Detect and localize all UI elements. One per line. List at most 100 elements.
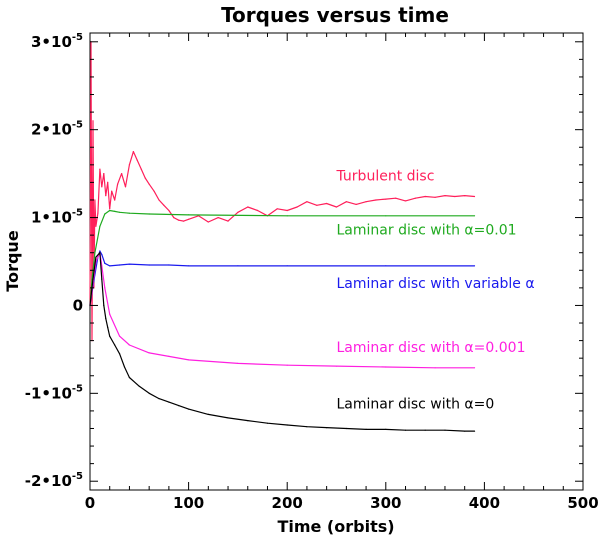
data-point (158, 398, 160, 400)
data-point (335, 206, 338, 208)
data-point (217, 217, 219, 219)
data-point (434, 196, 436, 198)
x-axis-label: Time (orbits) (277, 517, 394, 536)
data-point (365, 201, 367, 203)
data-point (109, 208, 111, 210)
data-point (111, 190, 113, 192)
data-point (99, 252, 101, 254)
data-point (227, 220, 229, 222)
data-point (414, 197, 416, 199)
data-point (207, 221, 209, 223)
data-point (121, 173, 123, 175)
y-tick-exponent: -5 (72, 120, 83, 131)
data-point (99, 225, 101, 227)
series-line-laminar-disc-with-alpha-0 (89, 252, 475, 432)
data-point (296, 206, 298, 208)
x-tick-label: 100 (173, 494, 204, 512)
data-point (464, 195, 466, 197)
series-label-laminar-disc-with-alpha-0: Laminar disc with α=0 (337, 396, 495, 412)
data-point (385, 198, 387, 200)
data-point (163, 204, 165, 206)
data-point (91, 278, 93, 280)
data-point (119, 335, 121, 337)
x-tick-label: 0 (85, 494, 95, 512)
series-label-laminar-disc-with-alpha-0-01: Laminar disc with α=0.01 (337, 222, 517, 238)
data-point (257, 209, 259, 212)
data-point (385, 265, 387, 267)
data-point (101, 278, 103, 280)
data-point (286, 265, 288, 267)
y-tick-exponent: -5 (72, 383, 83, 394)
data-point (345, 427, 347, 430)
series-label-laminar-disc-with-alpha-0-001: Laminar disc with α=0.001 (337, 340, 526, 356)
data-point (114, 344, 116, 346)
data-point (99, 250, 101, 252)
data-point (178, 219, 180, 221)
data-point (95, 225, 97, 227)
data-point (247, 206, 249, 208)
data-point (316, 204, 318, 206)
data-point (237, 211, 239, 213)
series-label-turbulent-disc: Turbulent disc (336, 169, 435, 185)
data-point (114, 199, 116, 201)
y-tick-exponent: -5 (72, 208, 83, 219)
x-tick-label: 500 (567, 494, 598, 512)
data-point (183, 220, 185, 222)
data-point (345, 201, 347, 203)
data-point (326, 427, 328, 429)
ticks-group: 0 100 200 300 400 5003•10-52•10-51•10-50-1•10… (25, 32, 599, 512)
data-point (128, 212, 130, 214)
data-point (286, 424, 288, 426)
data-point (104, 213, 106, 215)
data-point (247, 420, 249, 422)
data-point (97, 212, 99, 214)
y-tick-mantissa: -2•10 (25, 472, 72, 490)
data-point (335, 365, 338, 367)
data-point (144, 177, 146, 179)
data-point (124, 186, 127, 188)
data-point (119, 353, 121, 355)
y-tick-label: -2•10-5 (25, 471, 83, 490)
data-point (128, 263, 130, 265)
data-point (188, 265, 190, 267)
series-label-laminar-disc-with-variable-alpha: Laminar disc with variable α (337, 276, 535, 292)
x-tick-label: 400 (469, 494, 500, 512)
data-point (101, 265, 103, 267)
data-point (168, 264, 170, 266)
data-point (306, 426, 308, 428)
data-point (107, 326, 109, 328)
plot-frame (89, 32, 584, 491)
data-point (148, 392, 150, 394)
data-point (99, 168, 101, 170)
data-point (454, 195, 456, 198)
y-tick-label: 2•10-5 (31, 120, 83, 139)
data-point (117, 183, 119, 185)
data-point (385, 366, 387, 368)
y-tick-mantissa: 0 (73, 296, 83, 314)
data-point (188, 408, 190, 410)
data-point (114, 210, 116, 212)
data-point (148, 213, 150, 215)
data-point (158, 199, 160, 201)
y-tick-mantissa: 2•10 (31, 121, 72, 139)
data-point (473, 430, 476, 432)
data-point (168, 209, 170, 212)
data-point (107, 181, 109, 183)
data-point (92, 120, 94, 122)
y-tick-label: -1•10-5 (25, 383, 83, 402)
data-point (148, 352, 150, 354)
data-point (168, 401, 170, 403)
data-point (136, 159, 138, 161)
data-point (140, 168, 142, 170)
data-point (128, 376, 130, 379)
data-point (286, 215, 288, 217)
y-tick-label: 3•10-5 (31, 32, 83, 51)
data-point (306, 201, 308, 203)
data-point (464, 430, 466, 432)
x-tick-label: 200 (272, 494, 303, 512)
data-point (444, 195, 446, 197)
data-point (105, 195, 107, 197)
data-point (207, 413, 209, 415)
series-line-turbulent-disc (89, 41, 475, 342)
